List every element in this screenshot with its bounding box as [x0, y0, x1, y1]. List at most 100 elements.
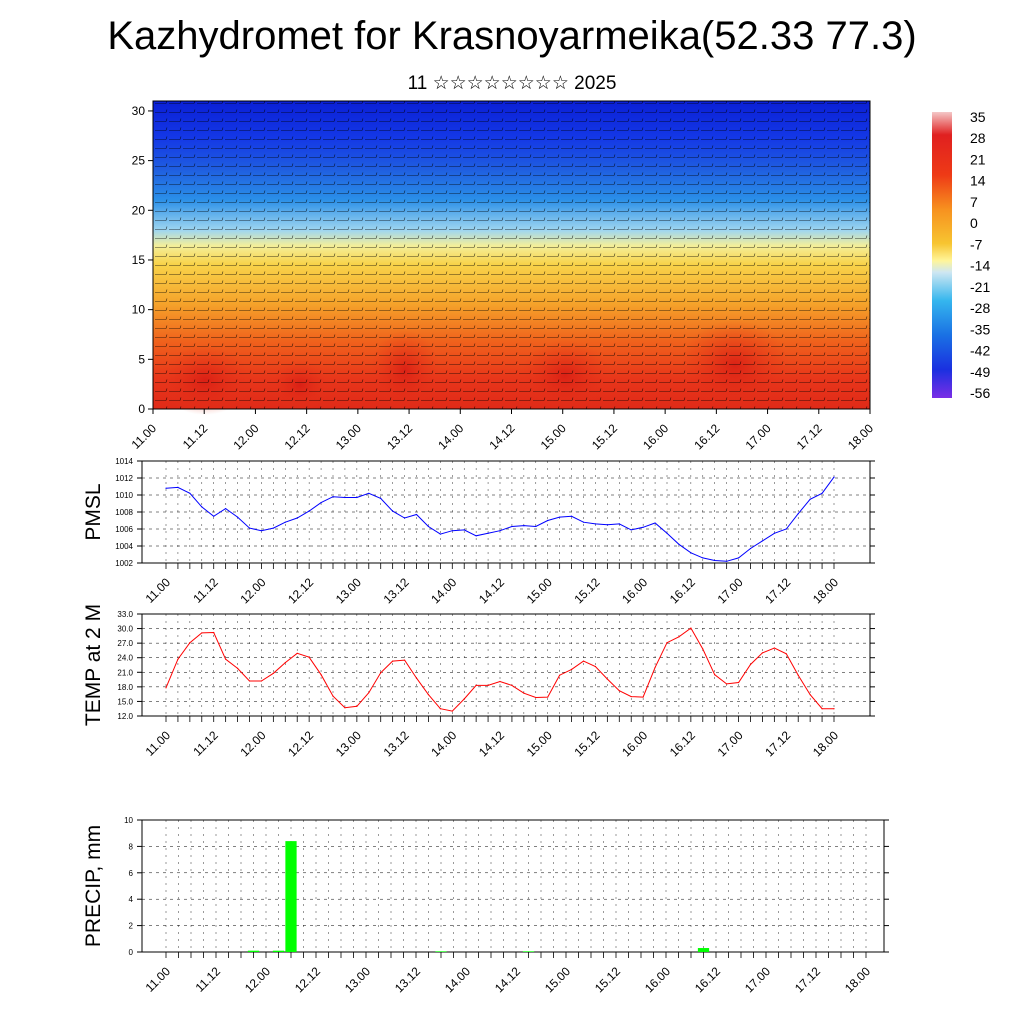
colorbar-label: 35 — [970, 109, 986, 125]
data-point — [380, 497, 382, 499]
chart-title: Kazhydromet for Krasnoyarmeika(52.33 77.… — [107, 14, 917, 58]
data-point — [415, 677, 418, 679]
y-tick-label: 2 — [129, 922, 134, 931]
y-tick-label: 1012 — [115, 474, 133, 483]
data-point — [726, 683, 728, 685]
x-tick-label: 14.12 — [486, 421, 517, 452]
x-tick-label: 15.00 — [524, 575, 555, 606]
data-point — [165, 487, 167, 489]
x-tick-label: 17.00 — [743, 421, 774, 452]
data-point — [380, 672, 382, 674]
data-point — [678, 636, 680, 638]
y-tick-label: 8 — [129, 842, 134, 851]
plot-frame — [141, 613, 871, 717]
x-tick-label: 13.00 — [333, 728, 364, 759]
x-tick-label: 13.00 — [333, 575, 364, 606]
y-axis-label: TEMP at 2 M — [82, 604, 105, 726]
bar — [435, 951, 447, 952]
data-point — [821, 708, 823, 710]
colorbar-label: 14 — [970, 173, 986, 189]
data-point — [714, 674, 716, 676]
data-point — [642, 696, 644, 698]
x-tick-label: 16.12 — [691, 421, 722, 452]
data-point — [726, 560, 728, 562]
data-point — [236, 667, 239, 670]
data-point — [368, 492, 370, 494]
data-point — [666, 532, 668, 534]
data-point — [332, 496, 334, 498]
colorbar-label: -56 — [970, 385, 990, 401]
data-point — [570, 668, 573, 670]
data-point — [582, 521, 585, 523]
data-point — [535, 696, 537, 699]
x-tick-label: 16.00 — [619, 575, 650, 606]
chart-subtitle: 11 ☆☆☆☆☆☆☆☆ 2025 — [407, 73, 617, 94]
data-point — [618, 523, 620, 525]
data-point — [225, 658, 227, 660]
y-tick-label: 4 — [129, 895, 134, 904]
x-tick-label: 15.12 — [571, 728, 602, 759]
temp-panel: 12.0 15.0 18.0 21.0 24.0 27.0 30.0 33.0 11.00 11.… — [82, 604, 875, 759]
colorbar-label: -28 — [970, 300, 990, 316]
x-tick-label: 13.12 — [381, 575, 412, 606]
x-tick-label: 11.12 — [190, 728, 221, 759]
data-point — [260, 530, 263, 532]
colorbar-label: -7 — [970, 236, 983, 252]
x-tick-label: 17.12 — [792, 964, 823, 995]
y-tick-label: 1004 — [115, 542, 133, 551]
x-tick-label: 13.12 — [392, 964, 423, 995]
x-tick-label: 14.00 — [442, 964, 473, 995]
data-point — [606, 678, 608, 680]
colorbar-label: 21 — [970, 151, 986, 167]
x-tick-label: 11.12 — [193, 964, 224, 995]
data-point — [547, 519, 549, 522]
colorbar-label: 7 — [970, 194, 978, 210]
y-tick-label: 1002 — [115, 559, 133, 568]
x-tick-label: 15.00 — [538, 421, 569, 452]
data-point — [773, 647, 775, 649]
y-axis-label: PRECIP, mm — [82, 825, 105, 947]
x-tick-label: 11.12 — [180, 421, 211, 452]
y-tick-label: 30 — [132, 104, 146, 118]
bar — [247, 950, 260, 952]
data-point — [833, 708, 835, 710]
x-tick-label: 18.00 — [842, 964, 873, 995]
data-point — [236, 516, 239, 518]
data-point — [284, 521, 286, 523]
x-tick-label: 16.00 — [619, 728, 650, 759]
data-point — [511, 525, 513, 528]
x-tick-label: 12.12 — [282, 421, 313, 452]
data-point — [427, 694, 430, 696]
x-tick-label: 17.12 — [762, 728, 793, 759]
data-point — [451, 710, 453, 712]
x-tick-label: 14.12 — [492, 964, 523, 995]
data-point — [833, 476, 835, 478]
x-tick-label: 12.00 — [237, 575, 268, 606]
data-point — [427, 525, 430, 528]
x-tick-label: 17.12 — [762, 575, 793, 606]
data-point — [213, 631, 215, 634]
data-point — [809, 694, 811, 696]
data-point — [463, 529, 465, 531]
y-tick-label: 33.0 — [117, 610, 133, 619]
x-tick-label: 14.12 — [476, 575, 507, 606]
data-point — [499, 680, 501, 683]
data-point — [606, 524, 608, 526]
data-point — [773, 532, 775, 534]
x-tick-label: 14.00 — [428, 728, 459, 759]
data-point — [403, 517, 406, 519]
x-tick-label: 17.00 — [742, 964, 773, 995]
bar — [272, 950, 285, 952]
data-point — [582, 660, 585, 662]
y-tick-label: 10 — [124, 816, 133, 825]
data-point — [487, 684, 489, 687]
data-point — [296, 517, 298, 519]
y-tick-label: 0 — [129, 948, 134, 957]
data-point — [451, 530, 453, 532]
x-tick-label: 14.00 — [428, 575, 459, 606]
data-point — [177, 658, 179, 660]
data-point — [248, 680, 251, 682]
data-point — [797, 674, 799, 676]
data-point — [535, 525, 537, 528]
y-tick-label: 0 — [138, 402, 145, 416]
